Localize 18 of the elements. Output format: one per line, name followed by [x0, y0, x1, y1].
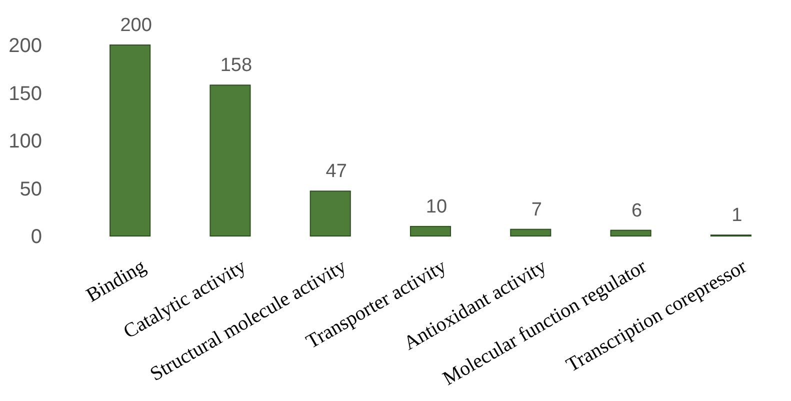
y-tick-label: 150 — [8, 82, 42, 105]
bar — [210, 84, 251, 236]
data-label: 1 — [732, 205, 742, 226]
bar — [510, 228, 552, 236]
bar — [410, 226, 452, 236]
bar — [610, 230, 652, 236]
data-label: 6 — [631, 200, 642, 222]
y-tick-label: 200 — [8, 35, 42, 57]
bar — [110, 44, 151, 236]
y-tick-label: 0 — [30, 226, 42, 248]
bar — [310, 190, 351, 236]
y-tick-label: 50 — [20, 178, 42, 200]
data-label: 47 — [326, 161, 347, 182]
data-label: 200 — [120, 15, 152, 36]
data-label: 10 — [426, 196, 448, 218]
data-label: 7 — [531, 199, 542, 220]
y-tick-label: 100 — [8, 130, 42, 152]
data-label: 158 — [220, 55, 252, 76]
